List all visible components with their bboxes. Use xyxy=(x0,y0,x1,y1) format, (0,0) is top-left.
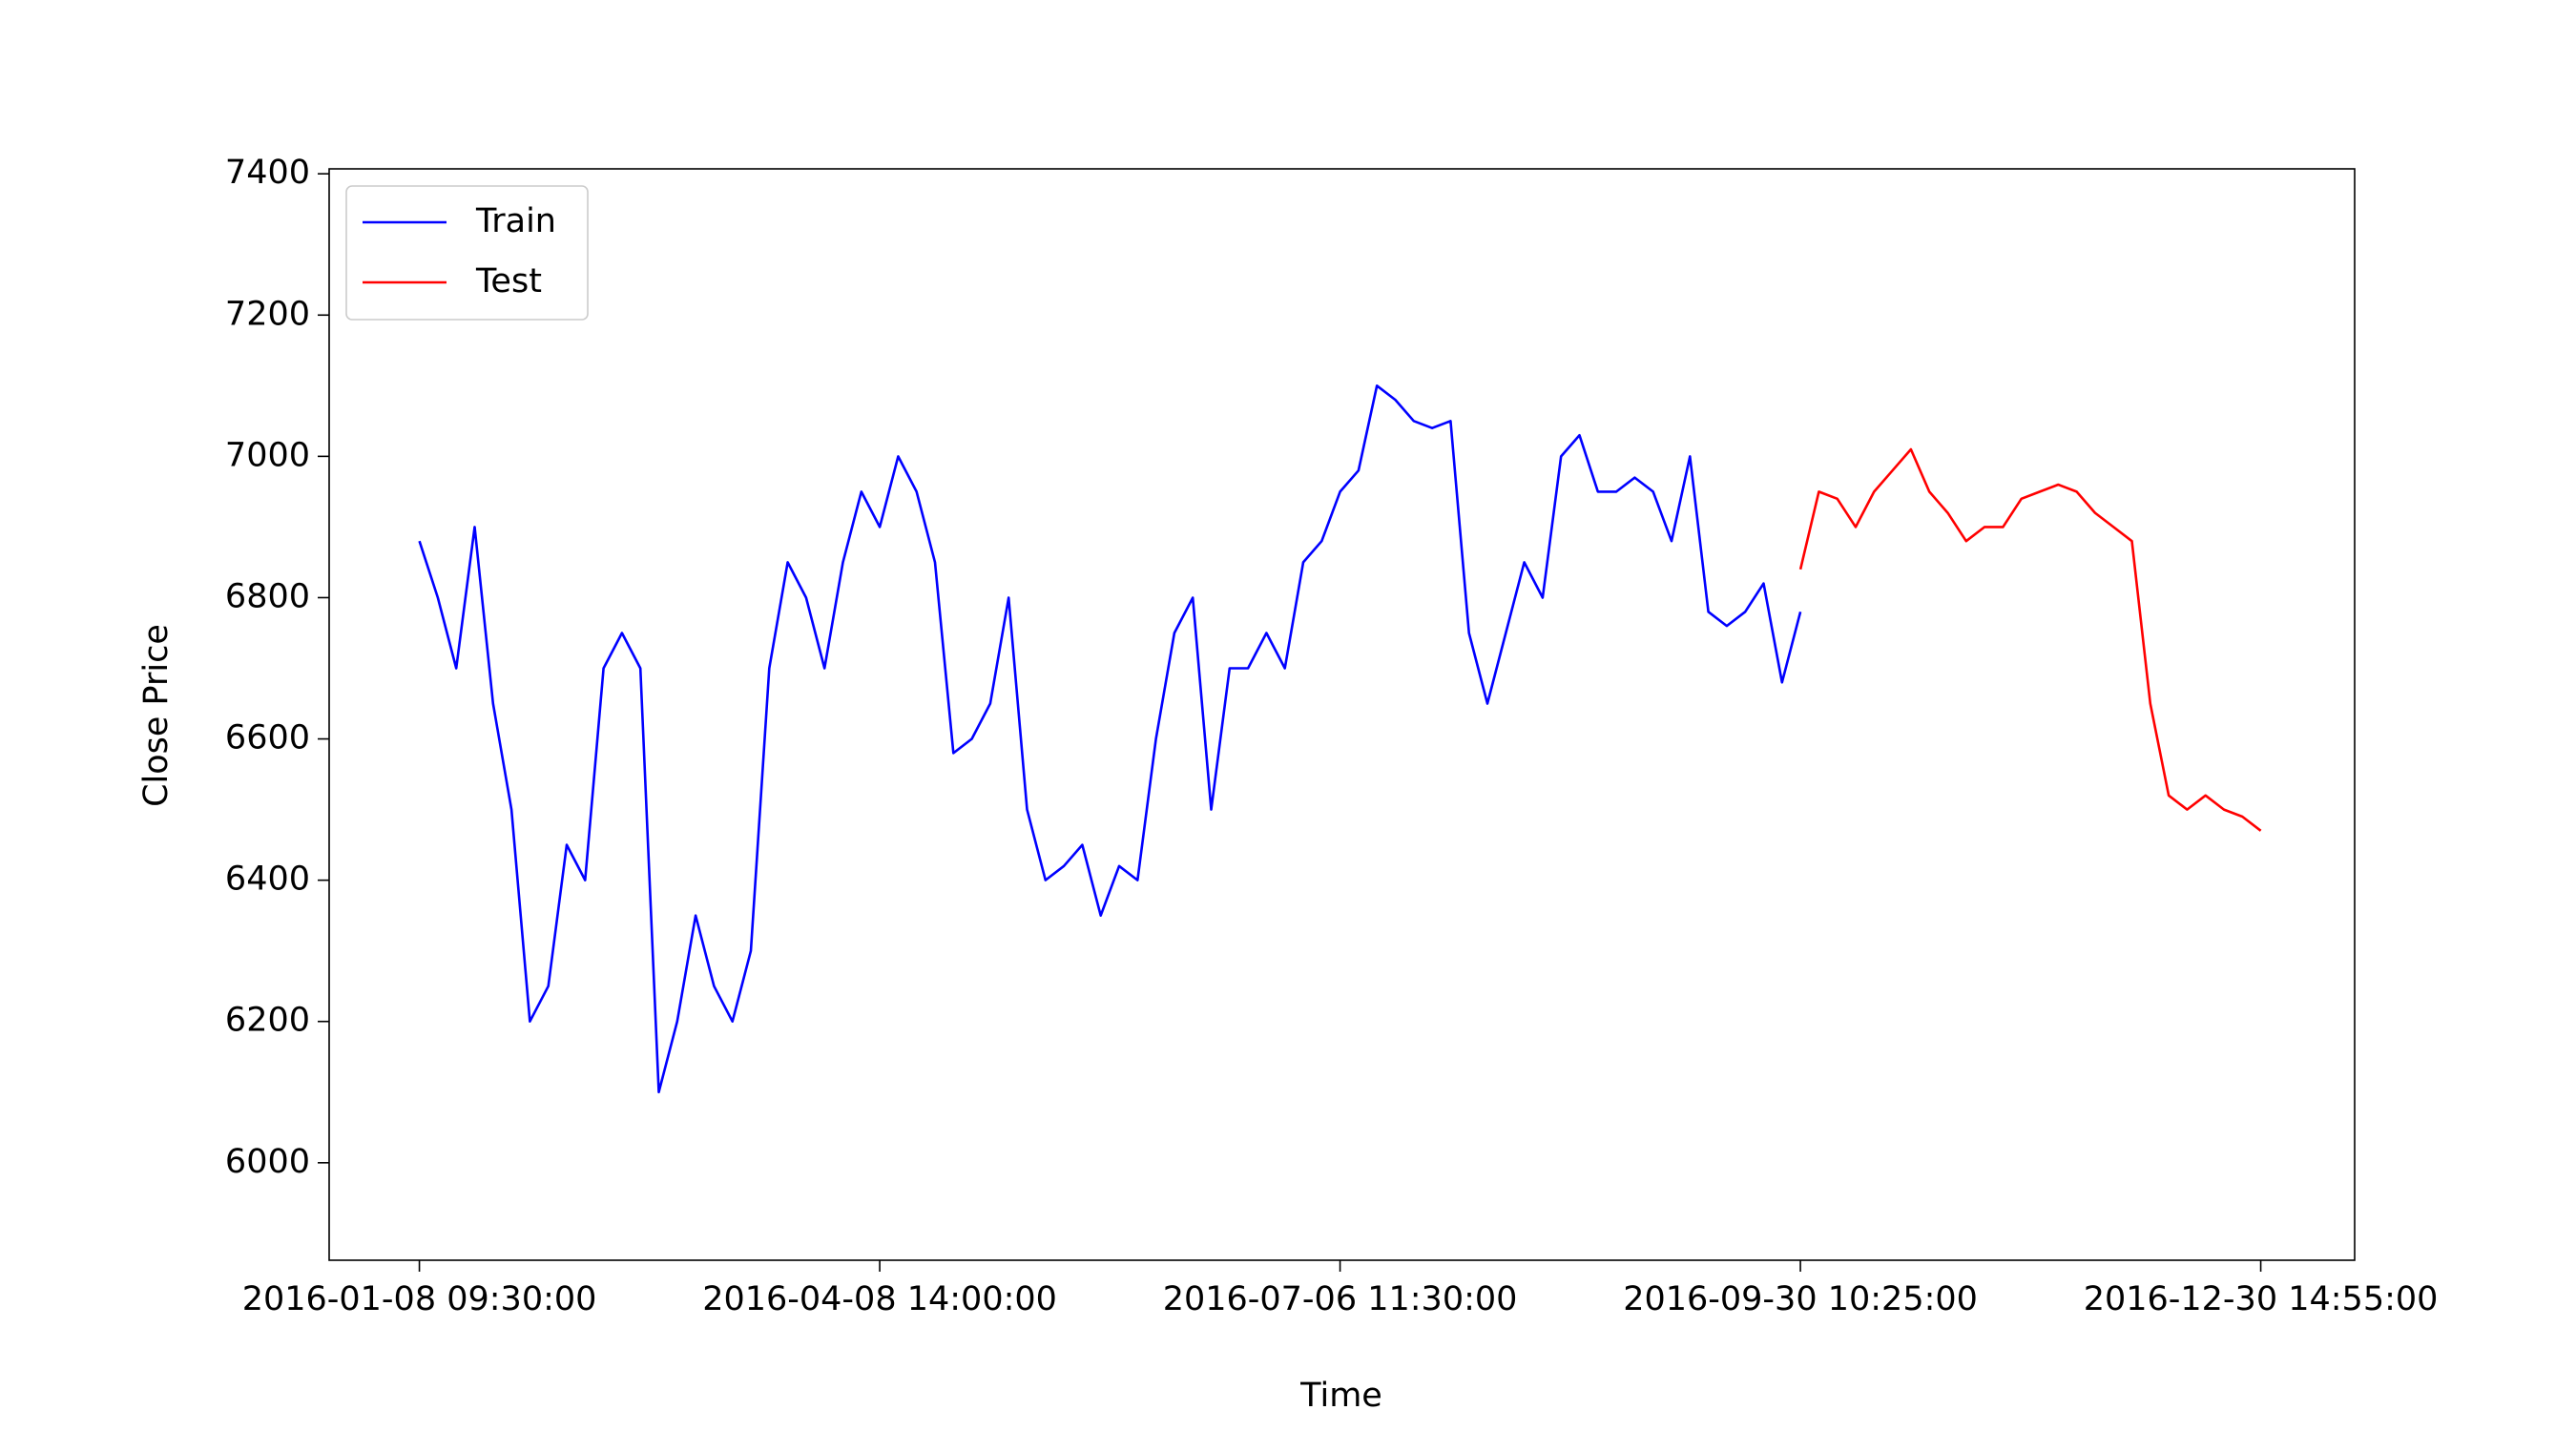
y-tick-label: 7400 xyxy=(225,154,310,192)
legend-box xyxy=(345,185,589,321)
line-series xyxy=(1798,447,2262,832)
x-tick-label: 2016-04-08 14:00:00 xyxy=(702,1280,1057,1318)
legend-label: Test xyxy=(475,262,542,301)
y-tick-label: 6600 xyxy=(225,719,310,757)
y-tick-label: 6000 xyxy=(225,1143,310,1181)
x-tick-label: 2016-09-30 10:25:00 xyxy=(1623,1280,1978,1318)
x-tick-label: 2016-12-30 14:55:00 xyxy=(2084,1280,2439,1318)
line-series xyxy=(418,384,1802,1094)
y-tick-label: 6200 xyxy=(225,1002,310,1040)
y-tick-label: 6400 xyxy=(225,861,310,899)
y-tick-label: 7000 xyxy=(225,436,310,474)
x-tick-label: 2016-07-06 11:30:00 xyxy=(1163,1280,1518,1318)
y-tick-label: 7200 xyxy=(225,295,310,333)
y-axis-label: Close Price xyxy=(137,624,176,807)
x-tick-label: 2016-01-08 09:30:00 xyxy=(242,1280,597,1318)
y-tick-label: 6800 xyxy=(225,577,310,615)
legend-label: Train xyxy=(475,202,556,240)
plot-frame xyxy=(328,168,2356,1261)
x-axis-label: Time xyxy=(1299,1377,1382,1415)
